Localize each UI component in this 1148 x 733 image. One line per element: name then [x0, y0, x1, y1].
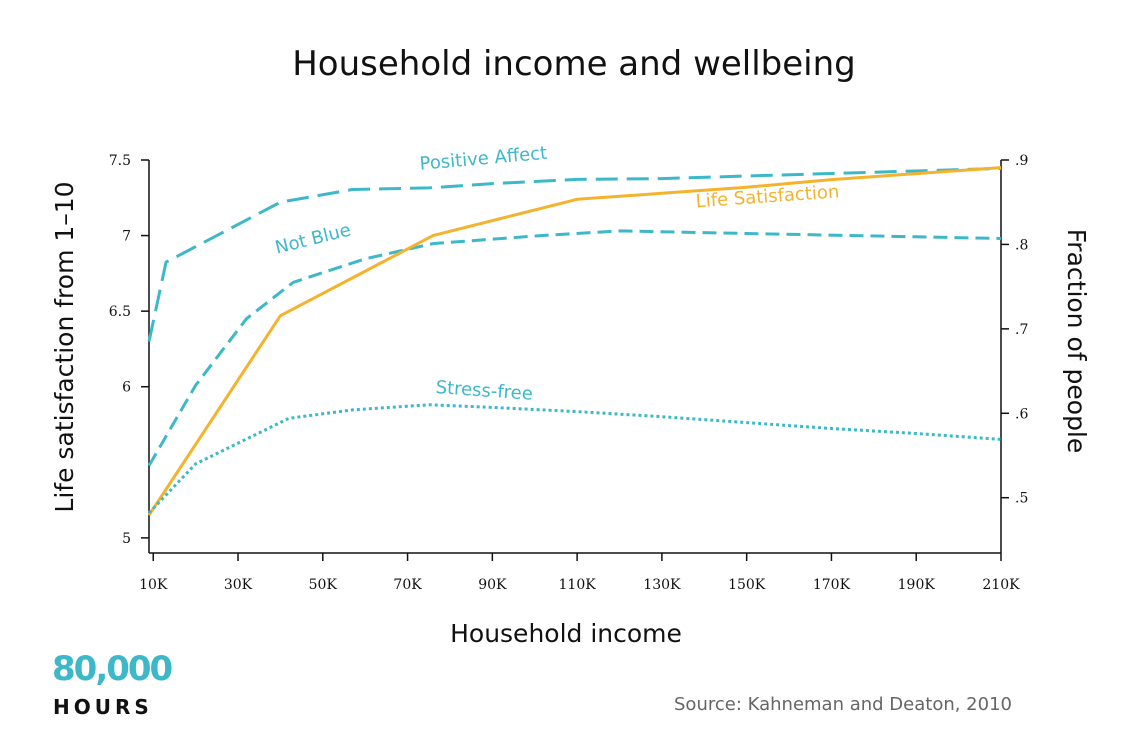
x-axis-title: Household income	[450, 619, 682, 648]
x-tick-label: 150K	[728, 577, 766, 593]
x-tick-label: 70K	[393, 577, 422, 593]
left-y-tick-label: 7	[122, 229, 131, 245]
left-y-tick-label: 5	[122, 531, 131, 547]
right-y-tick-label: .5	[1015, 491, 1028, 507]
brand-logo: 80,000 HOURS	[52, 649, 175, 719]
x-tick-label: 170K	[813, 577, 851, 593]
right-y-tick-label: .8	[1015, 237, 1028, 253]
x-tick-label: 50K	[309, 577, 338, 593]
x-tick-label: 110K	[559, 577, 597, 593]
x-tick-label: 190K	[898, 577, 936, 593]
x-tick-label: 90K	[478, 577, 507, 593]
left-y-tick-label: 7.5	[109, 153, 131, 169]
right-y-axis-title: Fraction of people	[1062, 229, 1091, 454]
series-line-not-blue	[147, 229, 1002, 467]
left-y-tick-label: 6.5	[109, 304, 131, 320]
left-y-tick-label: 6	[122, 380, 131, 396]
series-lines	[147, 166, 1002, 517]
series-line-life-satisfaction	[147, 166, 1002, 517]
chart-title: Household income and wellbeing	[292, 44, 856, 84]
left-y-ticks: 5 6 6.5 7 7.5	[109, 153, 149, 547]
series-label-stress-free: Stress-free	[435, 377, 534, 405]
left-y-axis-title: Life satisfaction from 1–10	[50, 181, 79, 512]
logo-number: 80,000	[52, 649, 173, 689]
series-label-life-satisfaction: Life Satisfaction	[695, 181, 840, 212]
series-label-not-blue: Not Blue	[273, 220, 353, 259]
x-tick-label: 10K	[139, 577, 168, 593]
right-y-tick-label: .9	[1015, 153, 1028, 169]
source-note: Source: Kahneman and Deaton, 2010	[674, 694, 1012, 715]
right-y-ticks: .5 .6 .7 .8 .9	[1001, 153, 1028, 507]
series-line-stress-free	[147, 403, 1002, 514]
x-tick-label: 210K	[982, 577, 1020, 593]
right-y-tick-label: .6	[1015, 406, 1028, 422]
series-line-positive-affect	[147, 166, 1002, 342]
logo-word: HOURS	[53, 695, 153, 719]
right-y-tick-label: .7	[1015, 322, 1028, 338]
x-tick-label: 30K	[224, 577, 253, 593]
x-tick-label: 130K	[643, 577, 681, 593]
axes	[148, 160, 1002, 554]
x-ticks: 10K 30K 50K 70K 90K 110K 130K 150K 170K 190K 210K	[139, 553, 1020, 593]
series-label-positive-affect: Positive Affect	[419, 143, 548, 175]
